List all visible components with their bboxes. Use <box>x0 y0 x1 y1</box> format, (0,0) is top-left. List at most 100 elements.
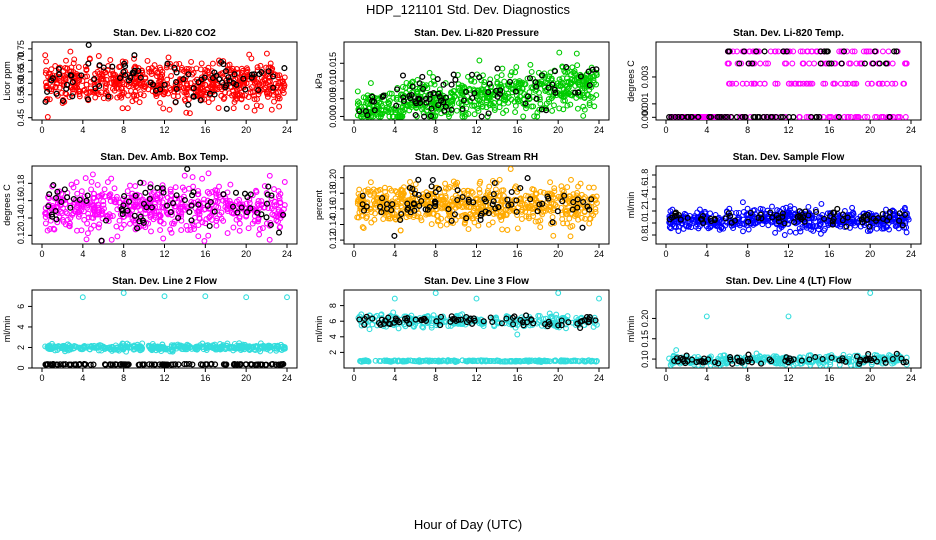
panel-title: Stan. Dev. Li-820 Temp. <box>733 28 844 39</box>
data-point-samples <box>542 73 548 80</box>
x-tick-label: 4 <box>392 249 397 259</box>
data-point-samples <box>202 81 209 88</box>
y-axis-label: percent <box>314 189 324 220</box>
data-point-samples <box>119 105 126 112</box>
data-point-samples <box>792 80 799 87</box>
data-point-samples <box>568 176 574 183</box>
data-point-reference <box>67 204 74 211</box>
data-point-samples <box>787 228 794 235</box>
data-point-samples <box>772 229 779 236</box>
data-point-samples <box>858 60 865 67</box>
data-point-reference <box>195 201 202 208</box>
data-point-outliers <box>284 294 290 301</box>
y-tick-label: 0.003 <box>640 66 650 89</box>
data-point-samples <box>184 226 191 233</box>
data-point-samples <box>545 81 552 88</box>
data-point-samples <box>86 89 93 96</box>
x-tick-label: 0 <box>39 249 44 259</box>
data-point-samples <box>397 227 404 234</box>
data-point-samples <box>52 63 59 69</box>
data-point-reference <box>371 107 378 114</box>
data-point-reference <box>241 190 249 197</box>
x-tick-label: 8 <box>121 373 126 383</box>
data-point-samples <box>178 203 184 210</box>
data-point-samples <box>892 80 899 87</box>
y-tick-label: 1.8 <box>640 169 650 182</box>
data-point-reference <box>127 74 134 81</box>
data-point-samples <box>231 99 238 106</box>
data-point-samples <box>884 80 891 87</box>
data-point-reference <box>716 113 723 121</box>
data-point-samples <box>94 201 101 208</box>
data-point-samples <box>254 64 261 71</box>
data-point-samples <box>199 219 206 226</box>
data-point-reference <box>512 88 519 95</box>
data-point-samples <box>268 205 275 212</box>
data-point-samples <box>69 211 76 218</box>
x-tick-label: 4 <box>704 249 709 259</box>
data-point-samples <box>861 114 868 120</box>
data-point-reference <box>419 73 426 80</box>
data-point-samples <box>46 195 52 202</box>
data-point-reference <box>160 189 167 196</box>
data-point-samples <box>84 230 91 237</box>
data-point-samples <box>190 183 197 190</box>
data-point-reference <box>524 93 532 100</box>
data-point-samples <box>95 224 102 231</box>
data-point-samples <box>51 226 58 233</box>
data-point-samples <box>168 73 175 79</box>
data-point-samples <box>746 48 753 55</box>
data-point-samples <box>63 57 69 64</box>
data-point-samples <box>111 185 118 192</box>
data-point-reference <box>538 72 545 79</box>
data-point-reference <box>258 211 265 218</box>
y-axis-label: ml/min <box>626 192 636 219</box>
data-point-reference <box>362 108 369 115</box>
data-point-samples <box>264 90 271 97</box>
data-point-reference <box>463 88 470 95</box>
data-point-samples <box>388 90 395 97</box>
data-point-reference <box>459 105 466 113</box>
data-point-reference <box>413 100 420 107</box>
x-tick-label: 0 <box>39 373 44 383</box>
data-point-reference <box>415 95 422 102</box>
data-point-reference <box>428 105 435 112</box>
y-tick-label: 1.4 <box>640 193 650 206</box>
data-point-reference <box>120 202 127 209</box>
y-tick-label: 0.005 <box>328 87 338 110</box>
x-tick-label: 12 <box>783 249 793 259</box>
data-point-samples <box>101 186 108 193</box>
data-point-samples <box>251 107 258 114</box>
data-point-samples <box>512 109 519 116</box>
data-point-samples <box>160 235 167 242</box>
data-point-samples <box>67 48 74 55</box>
data-point-samples <box>509 85 516 92</box>
data-point-outliers <box>79 294 86 301</box>
data-point-samples <box>275 193 282 200</box>
data-point-samples <box>261 86 268 93</box>
data-point-reference <box>220 191 227 198</box>
panel-title: Stan. Dev. Amb. Box Temp. <box>100 152 228 163</box>
data-point-samples <box>504 227 511 233</box>
data-point-samples <box>100 201 107 208</box>
data-point-reference <box>685 113 692 121</box>
data-point-reference <box>190 85 197 92</box>
data-point-reference <box>825 60 833 67</box>
data-point-samples <box>234 91 241 98</box>
data-point-samples <box>733 80 740 87</box>
data-point-reference <box>419 85 427 92</box>
data-point-samples <box>580 112 587 119</box>
data-point-samples <box>575 183 582 190</box>
data-point-samples <box>190 69 197 76</box>
y-axis-label: degrees C <box>2 184 12 226</box>
data-point-samples <box>534 113 541 120</box>
data-point-samples <box>101 193 108 200</box>
data-point-samples <box>799 48 806 55</box>
data-point-samples <box>576 79 583 86</box>
data-point-reference <box>533 95 540 102</box>
panel-3: Stan. Dev. Li-820 Temp.degrees C0 4 8 12 16 2… <box>626 28 922 135</box>
data-point-samples <box>542 88 549 95</box>
data-point-reference <box>211 91 218 98</box>
data-point-samples <box>209 60 216 67</box>
